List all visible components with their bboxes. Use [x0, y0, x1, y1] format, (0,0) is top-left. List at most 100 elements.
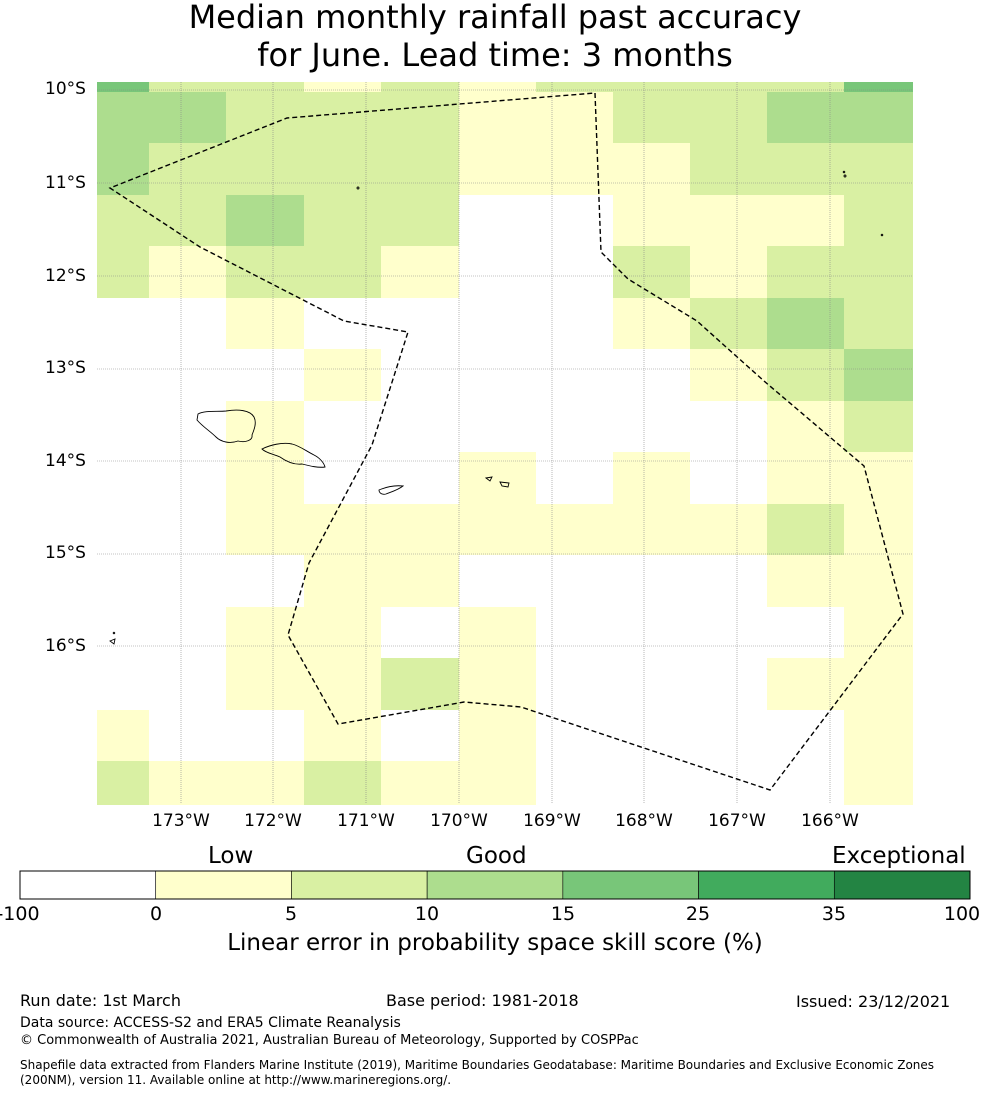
- lon-label-172w: 172°W: [244, 811, 302, 831]
- grid-cell: [304, 195, 381, 246]
- colorbar-tick-15: 15: [550, 903, 576, 925]
- grid-cell: [459, 92, 536, 143]
- grid-cell: [844, 504, 913, 555]
- grid-cell: [149, 143, 226, 195]
- island-manua1: [484, 476, 493, 482]
- grid-cell: [304, 607, 381, 658]
- grid-cell: [381, 555, 459, 607]
- run-date: Run date: 1st March: [20, 991, 181, 1010]
- grid-cell: [226, 658, 304, 710]
- colorbar: [19, 870, 971, 900]
- colorbar-tick-10: 10: [414, 903, 440, 925]
- grid-cell: [613, 143, 690, 195]
- grid-cell: [767, 246, 844, 298]
- copyright-notice: © Commonwealth of Australia 2021, Austra…: [20, 1033, 639, 1048]
- grid-cell: [381, 92, 459, 143]
- grid-cell: [767, 504, 844, 555]
- grid-cell: [149, 82, 226, 92]
- grid-cell: [226, 504, 304, 555]
- islands: [109, 170, 884, 645]
- grid-cell: [690, 195, 767, 246]
- colorbar-segment-1: [155, 870, 292, 900]
- grid-cell: [844, 82, 913, 92]
- grid-cell: [381, 82, 459, 92]
- grid-cell: [767, 82, 844, 92]
- grid-cell: [149, 195, 226, 246]
- colorbar-category-good: Good: [466, 843, 527, 869]
- grid-cell: [97, 761, 149, 805]
- colorbar-segment-3: [426, 870, 564, 900]
- islet-2: [843, 174, 847, 178]
- lon-label-169w: 169°W: [523, 811, 581, 831]
- island-upolu: [261, 442, 326, 468]
- base-period: Base period: 1981-2018: [386, 991, 579, 1010]
- grid-cell: [97, 195, 149, 246]
- grid-cell: [304, 504, 381, 555]
- grid-cell: [459, 710, 536, 761]
- grid-cell: [767, 555, 844, 607]
- grid-cell: [304, 761, 381, 805]
- lat-label-11s: 11°S: [45, 173, 86, 193]
- grid-cell: [381, 504, 459, 555]
- grid-cell: [690, 504, 767, 555]
- grid-cell: [536, 504, 613, 555]
- grid-cell: [304, 82, 381, 92]
- colorbar-category-exceptional: Exceptional: [832, 843, 966, 869]
- grid-cell: [304, 349, 381, 401]
- grid-cell: [613, 195, 690, 246]
- grid-cell: [613, 298, 690, 349]
- grid-cell: [149, 246, 226, 298]
- lat-label-15s: 15°S: [45, 543, 86, 563]
- grid-cell: [381, 195, 459, 246]
- colorbar-segment-5: [698, 870, 835, 900]
- island-west: [109, 638, 116, 645]
- lat-label-14s: 14°S: [45, 451, 86, 471]
- grid-cell: [844, 607, 913, 658]
- colorbar-category-low: Low: [208, 843, 254, 869]
- grid-cell: [690, 92, 767, 143]
- lon-label-168w: 168°W: [615, 811, 673, 831]
- grid-cell: [767, 92, 844, 143]
- shapefile-credit-line2: (200NM), version 11. Available online at…: [20, 1073, 452, 1087]
- grid-cell: [690, 82, 767, 92]
- grid-cell: [226, 298, 304, 349]
- grid-cell: [844, 92, 913, 143]
- grid-cell: [459, 82, 536, 92]
- lat-label-12s: 12°S: [45, 266, 86, 286]
- grid-cell: [149, 761, 226, 805]
- colorbar-tick-5: 5: [284, 903, 298, 925]
- colorbar-label: Linear error in probability space skill …: [227, 930, 763, 956]
- chart-title-line1: Median monthly rainfall past accuracy: [188, 0, 802, 36]
- grid-cell: [459, 143, 536, 195]
- grid-cell: [97, 710, 149, 761]
- eez-boundary: [108, 92, 904, 791]
- grid-cell: [304, 143, 381, 195]
- skill-grid-cells: [97, 82, 913, 805]
- grid-cell: [459, 607, 536, 658]
- grid-cell: [844, 349, 913, 401]
- grid-cell: [690, 143, 767, 195]
- grid-cell: [844, 195, 913, 246]
- lat-label-13s: 13°S: [45, 358, 86, 378]
- grid-cell: [844, 658, 913, 710]
- lon-label-171w: 171°W: [337, 811, 395, 831]
- grid-cell: [690, 246, 767, 298]
- grid-cell: [767, 452, 844, 504]
- grid-cell: [536, 143, 613, 195]
- grid-cell: [226, 452, 304, 504]
- lat-label-10s: 10°S: [45, 79, 86, 99]
- grid-cell: [613, 82, 690, 92]
- map-gridlines: [97, 82, 913, 804]
- grid-cell: [226, 246, 304, 298]
- grid-cell: [844, 555, 913, 607]
- grid-cell: [304, 92, 381, 143]
- lon-label-173w: 173°W: [152, 811, 210, 831]
- island-tutuila: [378, 485, 405, 495]
- lat-label-16s: 16°S: [45, 636, 86, 656]
- islet-5: [112, 631, 116, 635]
- grid-cell: [767, 349, 844, 401]
- colorbar-tick-100: 100: [943, 903, 981, 925]
- grid-cell: [304, 658, 381, 710]
- grid-cell: [304, 246, 381, 298]
